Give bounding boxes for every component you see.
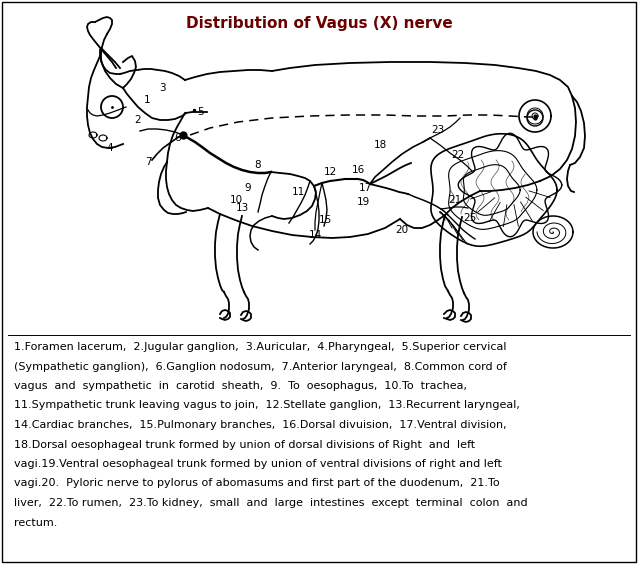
- Text: 8: 8: [255, 160, 262, 170]
- Text: 20: 20: [396, 225, 408, 235]
- Text: 9: 9: [245, 183, 251, 193]
- Text: 22: 22: [451, 150, 464, 160]
- Text: liver,  22.To rumen,  23.To kidney,  small  and  large  intestines  except  term: liver, 22.To rumen, 23.To kidney, small …: [14, 498, 528, 508]
- Text: vagus  and  sympathetic  in  carotid  sheath,  9.  To  oesophagus,  10.To  trach: vagus and sympathetic in carotid sheath,…: [14, 381, 467, 391]
- Text: 1: 1: [144, 95, 151, 105]
- Text: 25: 25: [463, 213, 477, 223]
- Text: 5: 5: [197, 107, 204, 117]
- Text: 14: 14: [308, 230, 322, 240]
- Text: 19: 19: [357, 197, 369, 207]
- Text: 13: 13: [235, 203, 249, 213]
- Text: rectum.: rectum.: [14, 518, 57, 527]
- Text: 11: 11: [292, 187, 304, 197]
- Text: 1.Foramen lacerum,  2.Jugular ganglion,  3.Auricular,  4.Pharyngeal,  5.Superior: 1.Foramen lacerum, 2.Jugular ganglion, 3…: [14, 342, 507, 352]
- Text: 18: 18: [373, 140, 387, 150]
- Text: 14.Cardiac branches,  15.Pulmonary branches,  16.Dorsal divuision,  17.Ventral d: 14.Cardiac branches, 15.Pulmonary branch…: [14, 420, 507, 430]
- Text: 12: 12: [323, 167, 337, 177]
- Text: 10: 10: [230, 195, 242, 205]
- Text: vagi.20.  Pyloric nerve to pylorus of abomasums and first part of the duodenum, : vagi.20. Pyloric nerve to pylorus of abo…: [14, 478, 500, 488]
- Text: 7: 7: [145, 157, 151, 167]
- Text: 17: 17: [359, 183, 371, 193]
- Text: 15: 15: [318, 215, 332, 225]
- Text: 21: 21: [449, 195, 462, 205]
- Text: 16: 16: [352, 165, 365, 175]
- Text: 3: 3: [159, 83, 165, 93]
- Text: 4: 4: [107, 143, 114, 153]
- Text: 2: 2: [135, 115, 141, 125]
- Text: 18.Dorsal oesophageal trunk formed by union of dorsal divisions of Right  and  l: 18.Dorsal oesophageal trunk formed by un…: [14, 439, 475, 450]
- Text: Distribution of Vagus (X) nerve: Distribution of Vagus (X) nerve: [186, 16, 452, 31]
- Text: (Sympathetic ganglion),  6.Ganglion nodosum,  7.Anterior laryngeal,  8.Common co: (Sympathetic ganglion), 6.Ganglion nodos…: [14, 362, 507, 372]
- Text: 6: 6: [175, 133, 181, 143]
- Text: 23: 23: [431, 125, 445, 135]
- Text: 11.Sympathetic trunk leaving vagus to join,  12.Stellate ganglion,  13.Recurrent: 11.Sympathetic trunk leaving vagus to jo…: [14, 400, 520, 411]
- Text: vagi.19.Ventral oesophageal trunk formed by union of ventral divisions of right : vagi.19.Ventral oesophageal trunk formed…: [14, 459, 502, 469]
